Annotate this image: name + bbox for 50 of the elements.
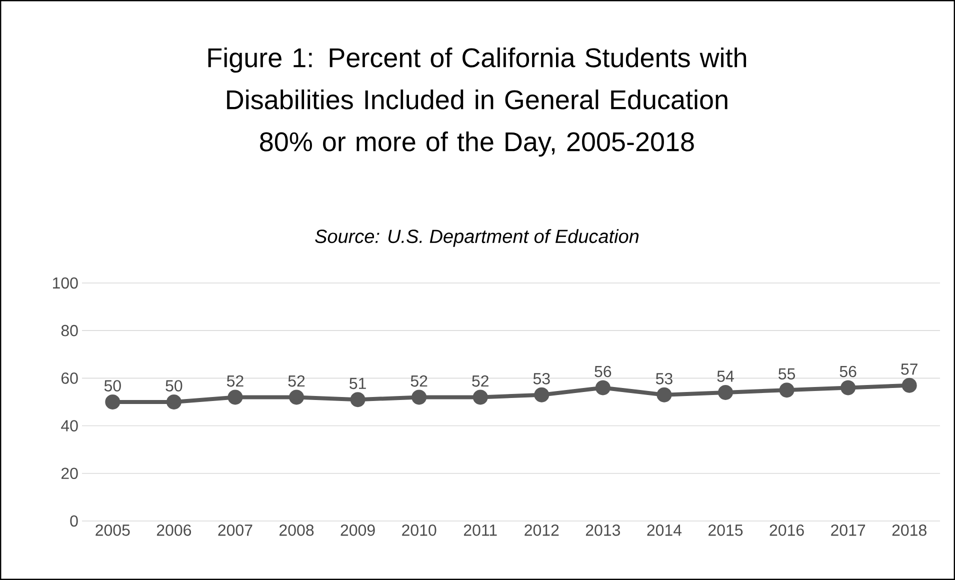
point (779, 382, 794, 398)
point (902, 378, 917, 393)
point (840, 380, 856, 396)
x-tick-label: 2009 (340, 524, 375, 536)
x-tick-label: 2015 (708, 524, 743, 536)
x-tick-label: 2011 (464, 524, 497, 536)
chart-subtitle: Source: U.S. Department of Education (315, 229, 639, 247)
data-label: 54 (717, 370, 734, 382)
data-label: 52 (288, 375, 305, 387)
x-tick-label: 2006 (156, 524, 192, 536)
y-tick-label: 60 (61, 372, 78, 384)
x-tick-label: 2014 (647, 524, 682, 536)
point (350, 392, 366, 408)
x-tick-label: 2013 (586, 524, 620, 536)
y-tick-label: 80 (61, 324, 78, 336)
x-tick-label: 2017 (831, 524, 866, 536)
x-tick-label: 2007 (218, 524, 252, 536)
point (228, 390, 243, 405)
x-tick-label: 2016 (770, 524, 804, 536)
chart-title: Figure 1: Percent of California Students with Disabilities Included in General Education 80% or more of the Day, 2005-2018 (208, 48, 746, 157)
y-tick-label: 20 (61, 468, 78, 480)
data-label: 53 (533, 372, 550, 384)
point (105, 394, 120, 410)
point (595, 380, 610, 396)
point (289, 390, 304, 405)
point (412, 390, 427, 405)
x-tick-label: 2018 (892, 524, 926, 536)
point (472, 390, 488, 405)
data-label: 50 (166, 380, 182, 392)
data-label: 51 (350, 378, 366, 390)
x-tick-label: 2005 (96, 524, 130, 536)
point (718, 384, 734, 400)
data-label: 53 (656, 372, 672, 384)
data-label: 52 (226, 375, 244, 387)
data-label: 56 (840, 366, 856, 378)
point (166, 394, 182, 410)
y-tick-label: 40 (61, 420, 78, 432)
x-tick-label: 2008 (280, 524, 314, 536)
data-label: 55 (778, 368, 796, 380)
x-tick-label: 2010 (402, 524, 436, 536)
data-label: 57 (901, 364, 918, 375)
data-label: 56 (594, 366, 612, 378)
y-tick-label: 100 (53, 277, 78, 289)
point (534, 387, 550, 402)
point (656, 387, 672, 402)
data-label: 52 (410, 375, 428, 387)
data-label: 50 (104, 380, 121, 392)
x-tick-label: 2012 (524, 524, 559, 536)
y-tick-label: 0 (70, 515, 78, 527)
data-label: 52 (472, 375, 488, 387)
